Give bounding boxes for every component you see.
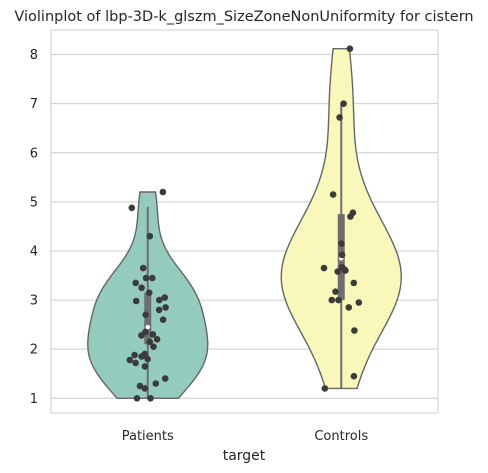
data-point xyxy=(161,294,168,301)
data-point xyxy=(336,114,343,121)
y-tick-label: 4 xyxy=(30,244,38,259)
y-tick-label: 2 xyxy=(30,343,38,358)
data-point xyxy=(132,279,139,287)
data-point xyxy=(332,288,339,296)
data-point xyxy=(139,264,147,272)
data-point xyxy=(321,385,329,392)
plot-frame xyxy=(50,29,439,414)
y-tick-label: 8 xyxy=(30,48,38,63)
data-point xyxy=(320,264,328,272)
data-point xyxy=(329,191,337,198)
data-point xyxy=(355,299,363,306)
x-axis-label: target xyxy=(223,448,266,464)
data-point xyxy=(328,296,336,304)
x-tick-labels: Patients Controls xyxy=(122,429,369,444)
data-point xyxy=(150,343,157,351)
y-tick-label: 5 xyxy=(30,195,38,210)
y-tick-label: 7 xyxy=(30,97,38,112)
data-point xyxy=(144,355,151,363)
data-point xyxy=(138,332,145,339)
data-point xyxy=(159,316,167,324)
chart-title: Violinplot of lbp-3D-k_glszm_SizeZoneNon… xyxy=(14,9,473,25)
data-point xyxy=(146,338,154,346)
iqr-box-patients xyxy=(144,292,152,345)
data-point xyxy=(132,297,140,305)
data-point xyxy=(149,274,156,282)
y-tick-label: 3 xyxy=(30,294,38,309)
data-point xyxy=(155,306,163,314)
data-point xyxy=(138,353,145,360)
data-point xyxy=(147,395,154,402)
data-point xyxy=(132,359,139,367)
data-point xyxy=(146,232,154,240)
data-point xyxy=(338,240,345,247)
data-point xyxy=(338,251,346,259)
data-point xyxy=(142,274,150,282)
violin-bodies xyxy=(87,48,403,399)
data-point xyxy=(334,268,342,275)
data-point xyxy=(350,372,358,380)
strip-points xyxy=(126,45,363,402)
y-tick-label: 6 xyxy=(30,146,38,161)
data-point xyxy=(347,213,354,220)
data-point xyxy=(335,296,342,304)
data-point xyxy=(342,267,349,274)
data-point xyxy=(156,296,163,304)
data-point xyxy=(351,327,358,334)
data-point xyxy=(161,375,169,382)
data-point xyxy=(141,385,149,392)
median-marker-patients xyxy=(145,324,150,330)
data-point xyxy=(142,311,149,319)
data-point xyxy=(346,45,354,52)
data-point xyxy=(340,100,347,107)
y-tick-label: 1 xyxy=(30,392,38,407)
data-point xyxy=(153,336,161,343)
data-point xyxy=(350,279,358,287)
data-point xyxy=(126,356,134,364)
data-point xyxy=(159,188,167,196)
data-point xyxy=(128,204,136,212)
data-point xyxy=(162,304,169,311)
y-tick-labels: 1 2 3 4 5 6 7 8 xyxy=(30,48,38,407)
data-point xyxy=(133,395,141,402)
data-point xyxy=(145,289,153,297)
x-tick-label: Controls xyxy=(314,429,368,444)
data-point xyxy=(149,331,157,338)
data-point xyxy=(345,304,353,311)
data-point xyxy=(152,380,160,387)
data-point xyxy=(141,363,149,370)
x-tick-label: Patients xyxy=(122,429,174,444)
data-point xyxy=(138,284,145,292)
data-point xyxy=(131,351,138,359)
